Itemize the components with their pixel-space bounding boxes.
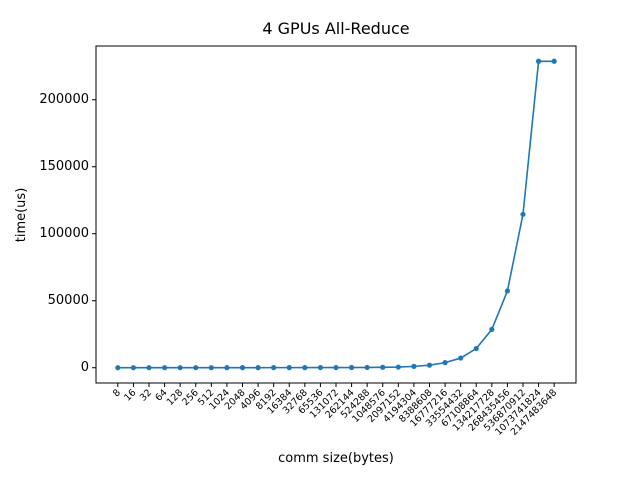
data-point: [411, 363, 417, 369]
data-point: [442, 360, 448, 366]
data-point: [161, 365, 168, 371]
series-line: [117, 60, 555, 369]
data-point: [130, 365, 137, 371]
x-axis-label: comm size(bytes): [278, 451, 394, 466]
data-point: [504, 288, 511, 294]
y-tick-label: 200000: [39, 92, 89, 107]
y-tick-label: 0: [81, 360, 89, 375]
data-point: [177, 365, 183, 371]
y-tick-label: 150000: [39, 159, 89, 174]
data-point: [364, 364, 370, 371]
data-point: [286, 365, 292, 371]
data-point: [146, 365, 152, 371]
data-point: [380, 364, 386, 370]
data-point: [115, 365, 121, 371]
data-point: [458, 355, 464, 361]
y-axis-label: time(us): [14, 188, 29, 243]
data-point: [348, 364, 355, 371]
data-point: [271, 365, 277, 371]
data-point: [535, 58, 542, 64]
data-point: [520, 211, 526, 217]
data-point: [333, 364, 339, 371]
data-point: [473, 345, 479, 352]
data-point: [489, 326, 495, 333]
data-point: [426, 362, 433, 368]
data-point: [255, 365, 261, 371]
x-tick-label: 32: [138, 387, 154, 403]
x-tick-label: 8: [111, 387, 123, 399]
y-tick-label: 50000: [48, 293, 89, 308]
data-point: [193, 365, 199, 371]
plot-frame: [95, 45, 577, 384]
data-point: [551, 58, 557, 64]
y-tick-label: 100000: [39, 226, 89, 241]
data-point: [224, 365, 230, 371]
data-point: [317, 364, 324, 371]
data-point: [239, 365, 246, 371]
data-point: [208, 365, 214, 371]
x-tick-label: 16: [122, 387, 138, 403]
chart-title: 4 GPUs All-Reduce: [262, 19, 409, 38]
data-point: [302, 365, 308, 371]
data-point: [395, 364, 401, 370]
